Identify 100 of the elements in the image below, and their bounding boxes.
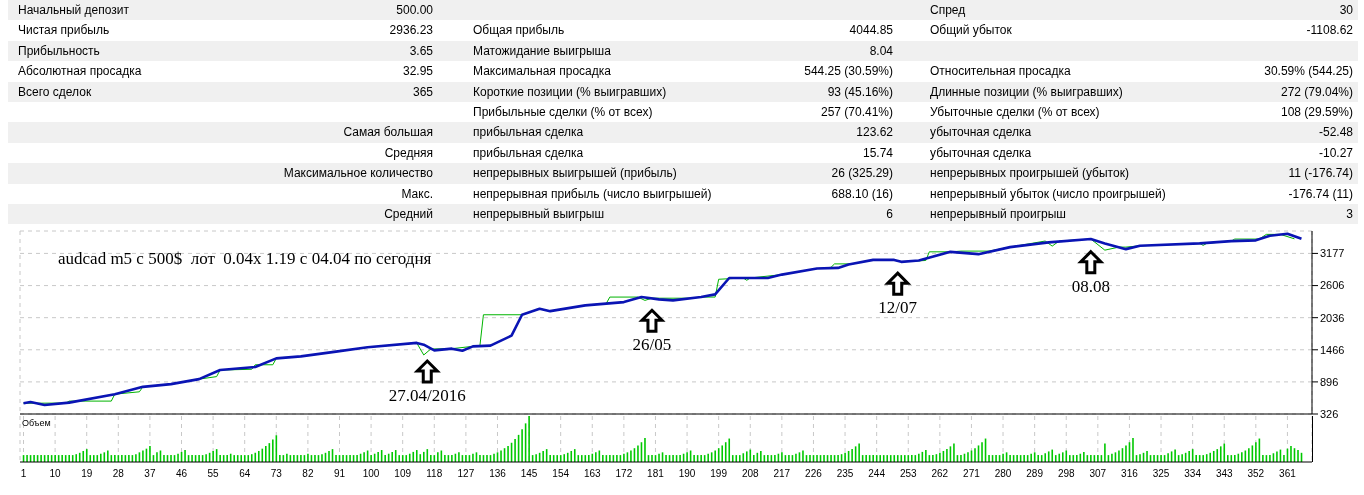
- x-tick-label: 226: [805, 468, 823, 480]
- text: Убыточные сделки (% от всех): [930, 105, 1100, 119]
- text: audcad m5 с 500$ лот 0.04х 1.19 с 04.04 по сегодня: [58, 249, 432, 269]
- text: Прибыльные сделки (% от всех): [473, 105, 653, 119]
- text: Максимальное количество: [283, 166, 433, 181]
- text: 257 (70.41%): [820, 105, 893, 119]
- text: 688.10 (16): [831, 186, 893, 201]
- x-tick-label: 280: [994, 468, 1012, 480]
- text: -176.74 (11): [1288, 186, 1353, 201]
- text: 15.74: [862, 145, 893, 160]
- text: -52.48: [1318, 125, 1353, 140]
- text: непрерывный проигрыш: [930, 207, 1066, 221]
- text: 108 (29.59%): [1280, 105, 1353, 119]
- x-tick-label: 352: [1247, 468, 1265, 480]
- text: -10.27: [1318, 145, 1353, 160]
- x-tick-label: 163: [583, 468, 602, 480]
- text: 272 (79.04%): [1280, 84, 1353, 99]
- annotation: 08.08: [1071, 276, 1110, 296]
- text: Макс.: [401, 186, 433, 201]
- x-tick-label: 235: [836, 468, 854, 480]
- x-tick-label: 46: [175, 468, 188, 480]
- text: прибыльная сделка: [473, 125, 584, 140]
- text: Длинные позиции (% выигравших): [930, 84, 1123, 99]
- x-tick-label: 334: [1184, 468, 1202, 480]
- text: Самая большая: [343, 125, 433, 140]
- text: 6: [886, 207, 893, 221]
- x-tick-label: 217: [773, 468, 791, 480]
- text: 93 (45.16%): [827, 84, 893, 99]
- text: 8.04: [869, 43, 893, 58]
- text: Начальный депозит: [18, 3, 129, 17]
- x-tick-label: 316: [1121, 468, 1139, 480]
- x-tick-label: 82: [302, 468, 314, 480]
- text: прибыльная сделка: [473, 145, 584, 160]
- annotation: 12/07: [878, 298, 918, 318]
- x-tick-label: 127: [457, 468, 475, 480]
- annotation: 27.04/2016: [388, 386, 466, 405]
- x-tick-label: 253: [899, 468, 918, 480]
- text: непрерывный выигрыш: [473, 207, 605, 221]
- text: непрерывный убыток (число проигрышей): [930, 186, 1166, 201]
- text: Прибыльность: [18, 43, 100, 58]
- text: непрерывная прибыль (число выигрышей): [473, 186, 712, 201]
- x-tick-label: 154: [552, 468, 570, 480]
- x-tick-label: 28: [112, 468, 125, 480]
- text: 3.65: [409, 43, 433, 58]
- y-tick-label: 2036: [1320, 311, 1345, 324]
- text: 365: [412, 84, 433, 99]
- text: -1108.62: [1306, 23, 1353, 38]
- x-tick-label: 343: [1215, 468, 1234, 480]
- text: Чистая прибыль: [18, 23, 110, 38]
- x-tick-label: 262: [931, 468, 949, 480]
- x-tick-label: 118: [426, 468, 443, 480]
- x-tick-label: 208: [741, 468, 760, 480]
- x-tick-label: 37: [144, 468, 156, 480]
- text: Всего сделок: [18, 84, 92, 99]
- x-tick-label: 100: [362, 468, 380, 480]
- text: 30: [1339, 3, 1353, 17]
- x-tick-label: 64: [239, 468, 251, 480]
- text: убыточная сделка: [930, 125, 1032, 140]
- text: 32.95: [402, 64, 433, 79]
- x-tick-label: 73: [270, 468, 283, 480]
- text: Абсолютная просадка: [18, 64, 142, 79]
- x-tick-label: 190: [678, 468, 696, 480]
- y-tick-label: 3177: [1320, 247, 1345, 260]
- annotation: 26/05: [632, 335, 672, 355]
- x-tick-label: 145: [520, 468, 538, 480]
- text: Общий убыток: [930, 23, 1012, 38]
- x-tick-label: 91: [333, 468, 346, 480]
- x-tick-label: 325: [1152, 468, 1170, 480]
- x-tick-label: 109: [394, 468, 412, 480]
- text: Общая прибыль: [473, 23, 565, 38]
- x-tick-label: 181: [647, 468, 665, 480]
- text: Относительная просадка: [930, 64, 1071, 79]
- y-tick-label: 896: [1320, 375, 1339, 388]
- y-tick-label: 1466: [1320, 343, 1345, 356]
- x-tick-label: 271: [963, 468, 981, 480]
- x-tick-label: 10: [49, 468, 62, 480]
- x-tick-label: 55: [207, 468, 220, 480]
- x-tick-label: 307: [1089, 468, 1107, 480]
- x-tick-label: 244: [868, 468, 886, 480]
- text: 544.25 (30.59%): [804, 64, 893, 79]
- x-tick-label: 289: [1026, 468, 1044, 480]
- text: непрерывных проигрышей (убыток): [930, 166, 1129, 181]
- text: 500.00: [396, 3, 433, 17]
- x-tick-label: 136: [489, 468, 507, 480]
- y-tick-label: 326: [1320, 407, 1339, 420]
- x-tick-label: 298: [1057, 468, 1076, 480]
- text: Максимальная просадка: [473, 64, 611, 79]
- x-tick-label: 19: [81, 468, 93, 480]
- text: убыточная сделка: [930, 145, 1032, 160]
- text: 11 (-176.74): [1288, 166, 1353, 181]
- x-tick-label: 1: [20, 468, 27, 480]
- chart-title: Объем: [22, 418, 51, 428]
- text: Короткие позиции (% выигравших): [473, 84, 667, 99]
- text: непрерывных выигрышей (прибыль): [473, 166, 677, 181]
- text: 3: [1346, 207, 1353, 221]
- x-tick-label: 199: [710, 468, 728, 480]
- x-tick-label: 361: [1279, 468, 1297, 480]
- text: Средний: [384, 207, 433, 221]
- text: Средняя: [384, 145, 433, 160]
- y-tick-label: 2606: [1320, 279, 1345, 292]
